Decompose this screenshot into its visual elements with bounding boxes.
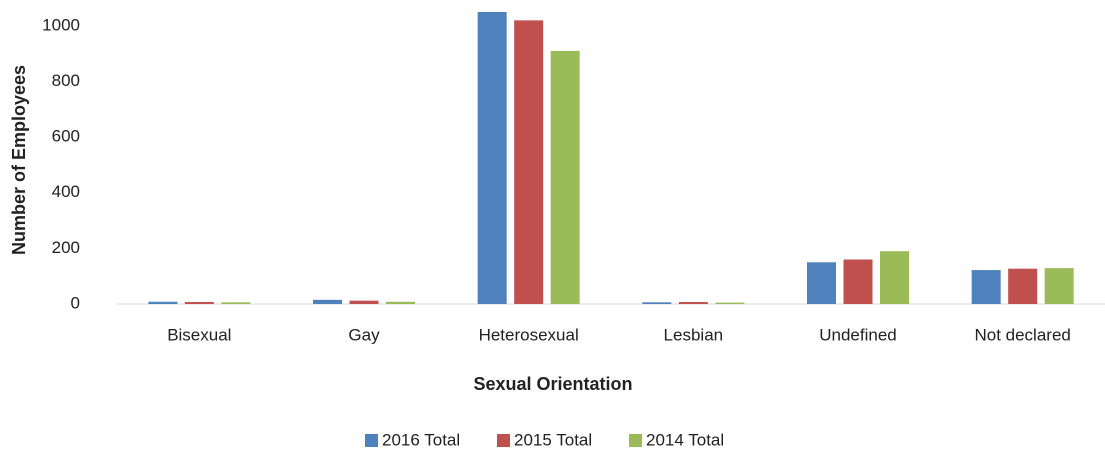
legend-label: 2016 Total xyxy=(382,430,460,449)
bar xyxy=(386,301,415,304)
bar xyxy=(1008,268,1038,304)
legend-swatch xyxy=(365,434,378,447)
bar xyxy=(1044,268,1074,304)
x-tick-label: Heterosexual xyxy=(479,325,579,344)
x-tick-label: Bisexual xyxy=(167,325,231,344)
bar xyxy=(477,12,507,304)
x-tick-label: Gay xyxy=(348,325,380,344)
x-tick-label: Lesbian xyxy=(664,325,724,344)
x-tick-label: Not declared xyxy=(974,325,1070,344)
bar xyxy=(349,300,379,304)
y-tick-label: 1000 xyxy=(42,15,80,34)
bar xyxy=(184,302,214,304)
y-tick-label: 800 xyxy=(52,71,80,90)
bar xyxy=(971,270,1001,304)
bar xyxy=(148,301,178,304)
bar xyxy=(807,262,836,304)
bar xyxy=(715,302,745,304)
y-axis-title: Number of Employees xyxy=(9,65,29,255)
legend-label: 2015 Total xyxy=(514,430,592,449)
bar xyxy=(221,302,251,304)
bar xyxy=(880,251,909,304)
bar xyxy=(550,50,580,304)
legend-swatch xyxy=(497,434,510,447)
bar xyxy=(843,259,873,304)
y-tick-label: 200 xyxy=(52,238,80,257)
y-tick-label: 0 xyxy=(71,293,80,312)
y-tick-label: 600 xyxy=(52,127,80,146)
x-axis-title: Sexual Orientation xyxy=(473,374,632,394)
bar xyxy=(514,20,544,304)
bar xyxy=(678,302,708,304)
bar xyxy=(642,302,672,304)
legend-swatch xyxy=(629,434,642,447)
bar xyxy=(313,299,342,304)
x-tick-label: Undefined xyxy=(819,325,897,344)
y-tick-label: 400 xyxy=(52,182,80,201)
legend-label: 2014 Total xyxy=(646,430,724,449)
